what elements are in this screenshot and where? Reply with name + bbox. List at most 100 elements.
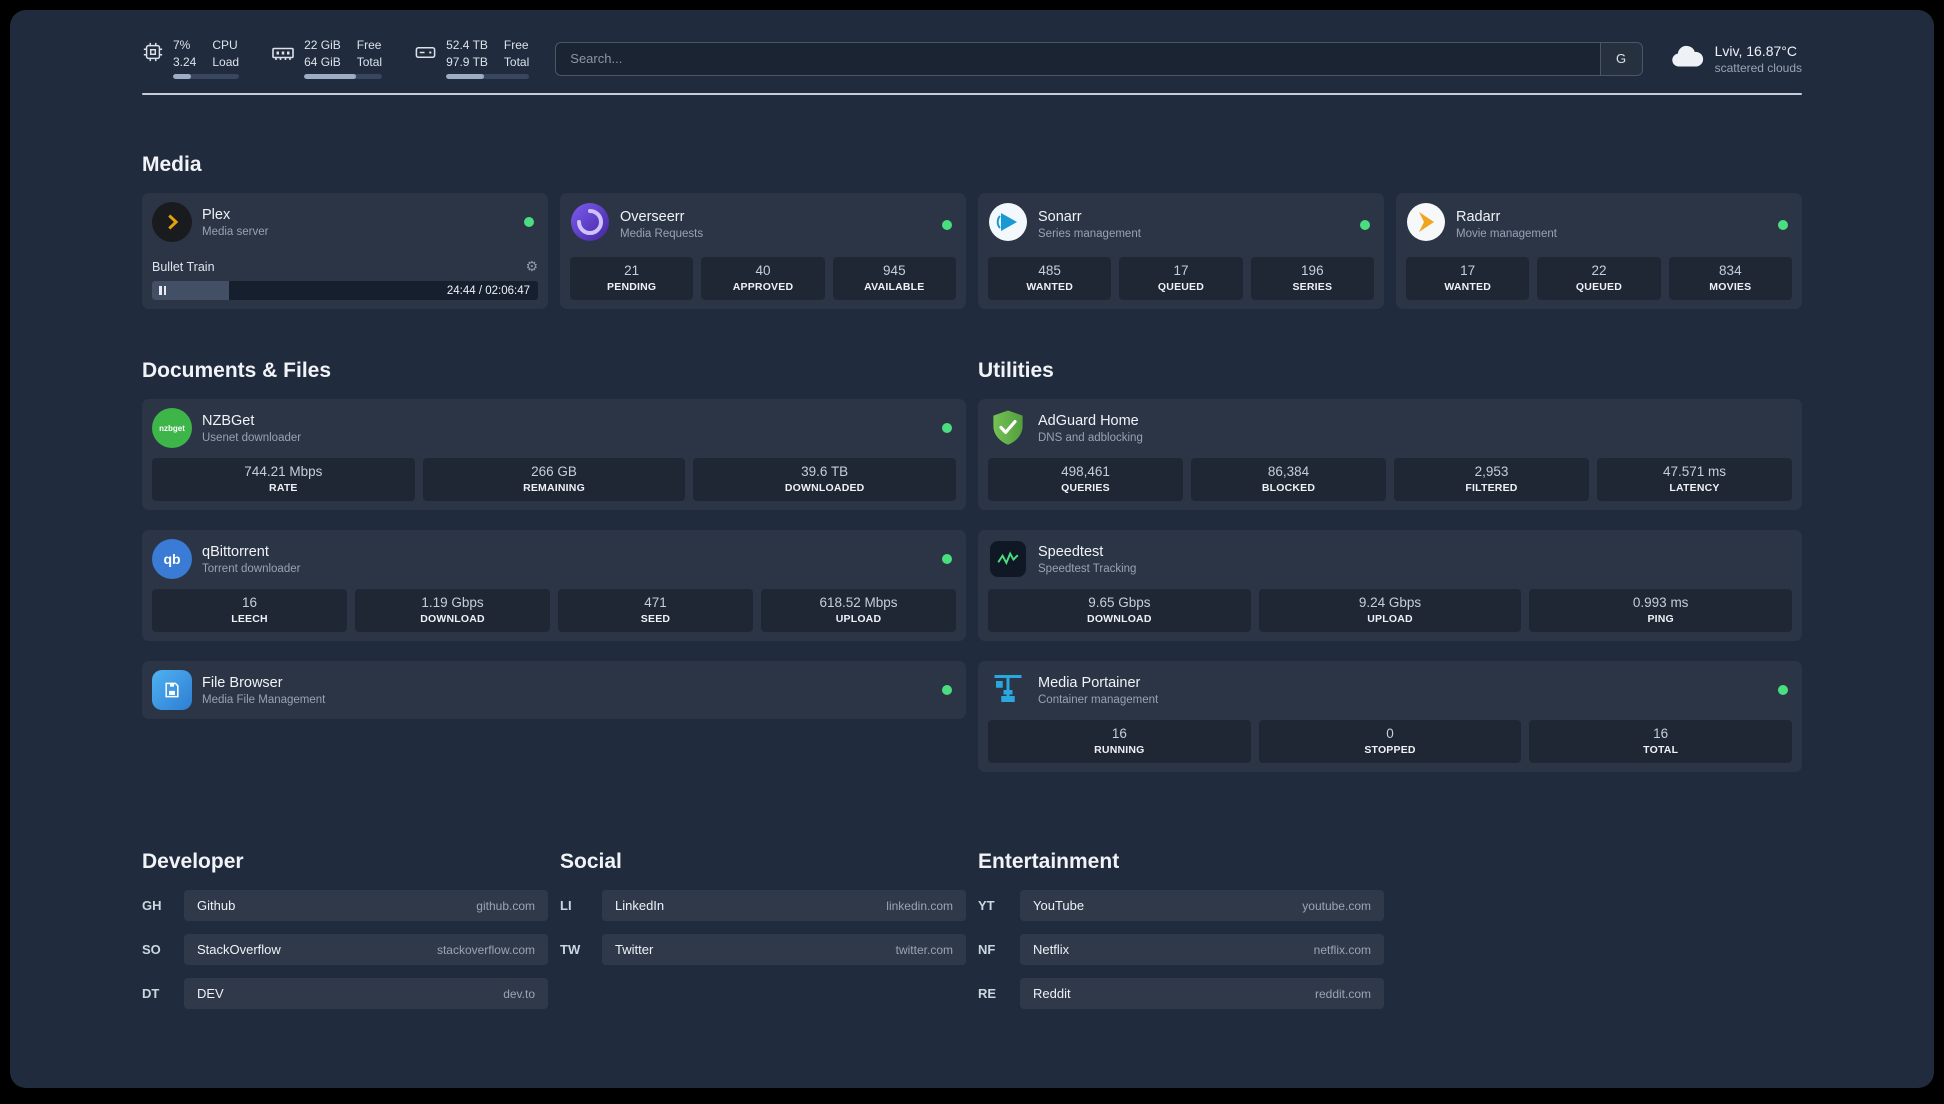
stat-value: 16 xyxy=(1111,726,1127,742)
bookmark-abbr: DT xyxy=(142,986,160,1002)
service-name: NZBGet xyxy=(202,412,255,429)
bookmark-name: Github xyxy=(197,898,236,914)
stat-label: QUEUED xyxy=(1157,281,1205,294)
service-card-qbittorrent[interactable]: qb qBittorrent Torrent downloader 16 LEE… xyxy=(142,530,966,642)
stat-label: STOPPED xyxy=(1364,744,1416,757)
weather-location: Lviv, 16.87°C xyxy=(1714,42,1797,59)
resource-monitors: 7% CPU 3.24 Load xyxy=(142,38,530,80)
stat-value: 266 GB xyxy=(531,464,577,480)
status-dot xyxy=(942,423,952,434)
bookmark-url: stackoverflow.com xyxy=(436,942,535,957)
service-card-speedtest[interactable]: Speedtest Speedtest Tracking 9.65 Gbps D… xyxy=(978,530,1802,642)
cpu-label: CPU xyxy=(212,38,238,52)
stat-value: 471 xyxy=(644,595,667,611)
status-dot xyxy=(1360,219,1370,230)
bookmark-name: StackOverflow xyxy=(197,942,281,958)
bookmark-abbr: RE xyxy=(978,986,997,1002)
bookmark-link-dev[interactable]: DEV dev.to xyxy=(184,978,548,1010)
service-card-plex[interactable]: Plex Media server Bullet Train ⚙ 24:44 /… xyxy=(142,193,548,310)
bookmark-link-reddit[interactable]: Reddit reddit.com xyxy=(1020,978,1384,1010)
section-heading-developer: Developer xyxy=(142,850,244,874)
speedtest-icon xyxy=(988,539,1028,579)
stat-value: 618.52 Mbps xyxy=(819,595,898,611)
adguard-icon xyxy=(988,408,1028,448)
bookmark-row: SO StackOverflow stackoverflow.com xyxy=(142,934,548,966)
bookmark-link-github[interactable]: Github github.com xyxy=(184,890,548,922)
service-description: Usenet downloader xyxy=(202,431,302,444)
bookmark-abbr: YT xyxy=(978,898,995,914)
stat-value: 40 xyxy=(755,263,771,279)
service-description: Speedtest Tracking xyxy=(1038,562,1137,575)
weather-widget: Lviv, 16.87°C scattered clouds xyxy=(1669,41,1802,76)
service-card-nzbget[interactable]: nzbget NZBGet Usenet downloader 744.21 M… xyxy=(142,399,966,511)
stat-tile: 498,461 QUERIES xyxy=(988,458,1183,502)
bookmark-group-social: Social LI LinkedIn linkedin.com TW Twitt… xyxy=(560,850,966,1022)
stat-label: PENDING xyxy=(607,281,657,294)
memory-free-value: 22 GiB xyxy=(304,38,341,52)
stat-value: 17 xyxy=(1173,263,1189,279)
search-input[interactable] xyxy=(556,42,1600,75)
service-card-portainer[interactable]: Media Portainer Container management 16 … xyxy=(978,661,1802,773)
weather-condition: scattered clouds xyxy=(1714,60,1802,75)
service-name: Media Portainer xyxy=(1038,674,1141,691)
stat-tile: 0.993 ms PING xyxy=(1529,589,1793,633)
bookmark-url: netflix.com xyxy=(1313,942,1371,957)
bookmark-name: Netflix xyxy=(1033,942,1070,958)
service-card-overseerr[interactable]: Overseerr Media Requests 21 PENDING 40 A… xyxy=(560,193,966,310)
service-card-adguard[interactable]: AdGuard Home DNS and adblocking 498,461 … xyxy=(978,399,1802,511)
stat-value: 9.65 Gbps xyxy=(1088,595,1151,611)
bookmark-name: Twitter xyxy=(615,942,654,958)
disk-free-value: 52.4 TB xyxy=(446,38,488,52)
playback-progress-bar[interactable]: 24:44 / 02:06:47 xyxy=(152,281,538,301)
bookmark-row: LI LinkedIn linkedin.com xyxy=(560,890,966,922)
memory-icon xyxy=(271,41,295,65)
gear-icon[interactable]: ⚙ xyxy=(525,259,538,276)
bookmark-link-netflix[interactable]: Netflix netflix.com xyxy=(1020,934,1384,966)
bookmark-link-linkedin[interactable]: LinkedIn linkedin.com xyxy=(602,890,966,922)
service-name: qBittorrent xyxy=(202,543,269,560)
stat-tile: 945 AVAILABLE xyxy=(832,257,956,301)
search-provider-button[interactable]: G xyxy=(1599,42,1642,75)
bookmark-link-youtube[interactable]: YouTube youtube.com xyxy=(1020,890,1384,922)
section-heading-utilities: Utilities xyxy=(978,359,1054,383)
dashboard: 7% CPU 3.24 Load xyxy=(10,10,1934,1088)
bookmark-name: DEV xyxy=(197,986,224,1002)
service-name: AdGuard Home xyxy=(1038,412,1139,429)
service-card-filebrowser[interactable]: File Browser Media File Management xyxy=(142,661,966,720)
stat-tile: 9.24 Gbps UPLOAD xyxy=(1258,589,1522,633)
stat-tile: 16 TOTAL xyxy=(1529,720,1793,764)
stat-value: 39.6 TB xyxy=(801,464,849,480)
memory-total-label: Total xyxy=(356,54,383,69)
disk-monitor: 52.4 TB Free 97.9 TB Total xyxy=(414,38,530,80)
bookmark-link-stackoverflow[interactable]: StackOverflow stackoverflow.com xyxy=(184,934,548,966)
sonarr-icon xyxy=(988,202,1028,247)
bookmark-link-twitter[interactable]: Twitter twitter.com xyxy=(602,934,966,966)
stat-tile: 22 QUEUED xyxy=(1537,257,1661,301)
memory-total-value: 64 GiB xyxy=(304,54,341,69)
nzbget-icon: nzbget xyxy=(152,408,192,449)
bookmarks-section: Developer GH Github github.com SO StackO… xyxy=(142,850,1802,1064)
stat-tile: 196 SERIES xyxy=(1250,257,1374,301)
disk-icon xyxy=(414,41,437,64)
stat-tile: 39.6 TB DOWNLOADED xyxy=(693,458,957,502)
qbittorrent-icon-label: qb xyxy=(163,551,181,568)
stat-label: PING xyxy=(1647,613,1674,626)
status-dot xyxy=(942,554,952,565)
memory-monitor: 22 GiB Free 64 GiB Total xyxy=(271,38,383,80)
radarr-icon xyxy=(1406,202,1446,247)
stat-label: DOWNLOADED xyxy=(784,482,865,495)
stat-value: 17 xyxy=(1460,263,1476,279)
stat-label: AVAILABLE xyxy=(864,281,925,294)
stat-label: QUEUED xyxy=(1575,281,1623,294)
service-description: Media Requests xyxy=(620,228,704,241)
stat-label: UPLOAD xyxy=(1367,613,1413,626)
memory-free-label: Free xyxy=(356,38,382,52)
bookmark-abbr: TW xyxy=(560,942,581,958)
service-card-sonarr[interactable]: Sonarr Series management 485 WANTED 17 Q… xyxy=(978,193,1384,310)
stat-label: LEECH xyxy=(231,613,268,626)
search-bar: G xyxy=(555,41,1643,76)
service-card-radarr[interactable]: Radarr Movie management 17 WANTED 22 QUE… xyxy=(1396,193,1802,310)
pause-icon[interactable] xyxy=(159,286,166,296)
stat-label: TOTAL xyxy=(1643,744,1679,757)
service-name: Overseerr xyxy=(620,209,685,226)
